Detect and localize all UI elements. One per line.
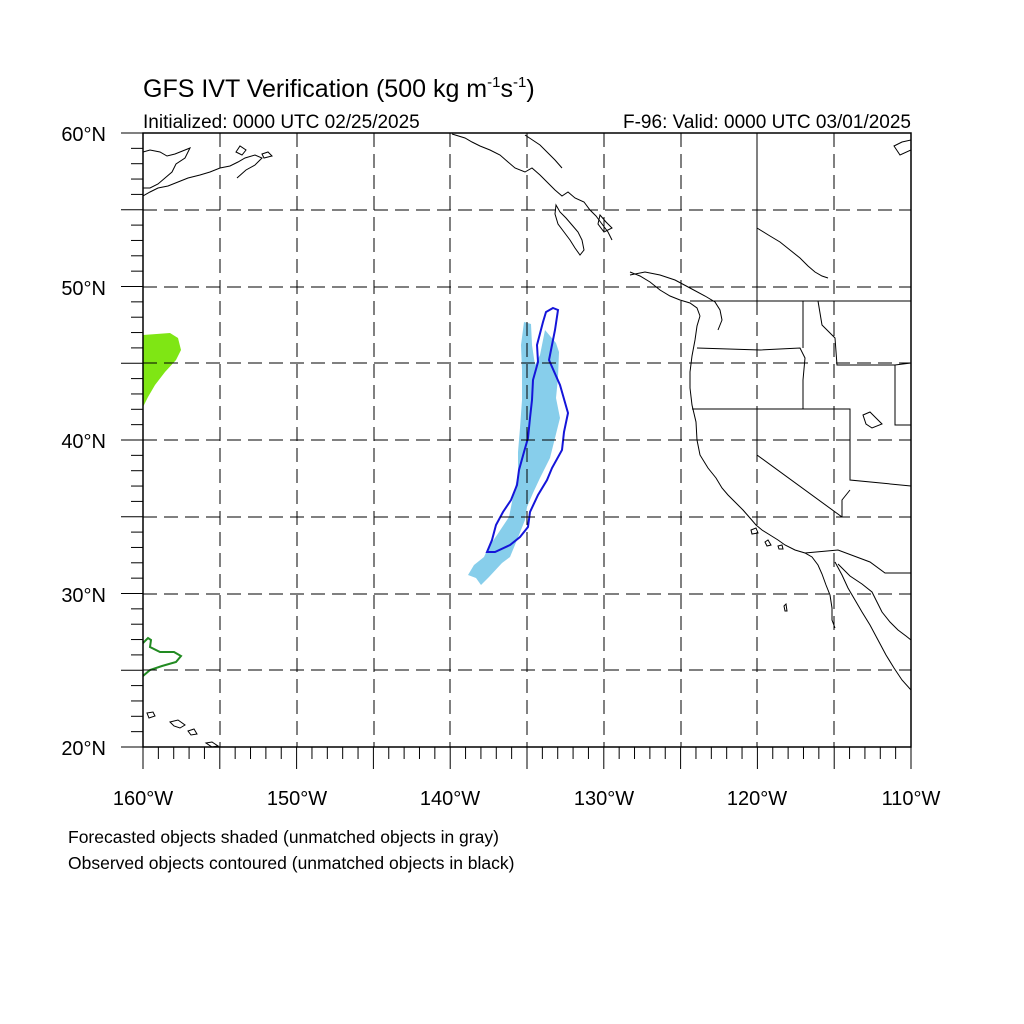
political-borders <box>690 133 911 574</box>
axis-ticks <box>121 132 912 769</box>
graticule <box>143 133 911 747</box>
observed-contour-blue <box>485 306 570 553</box>
coastlines <box>143 133 911 747</box>
latitude-labels: 60°N 50°N 40°N 30°N 20°N <box>61 124 106 760</box>
observed-contour-green <box>143 636 183 677</box>
valid-time-label: F-96: Valid: 0000 UTC 03/01/2025 <box>623 112 911 133</box>
lat-label-50: 50°N <box>61 278 106 300</box>
lon-label-160w: 160°W <box>113 788 173 810</box>
lat-label-60: 60°N <box>61 124 106 146</box>
map-title: GFS IVT Verification (500 kg m-1s-1) <box>143 74 535 103</box>
initialized-label: Initialized: 0000 UTC 02/25/2025 <box>143 112 420 133</box>
lon-label-150w: 150°W <box>267 788 327 810</box>
forecast-object-green <box>143 333 181 407</box>
lon-label-120w: 120°W <box>727 788 787 810</box>
lat-label-30: 30°N <box>61 585 106 607</box>
legend-forecast-caption: Forecasted objects shaded (unmatched obj… <box>68 827 499 847</box>
lon-label-110w: 110°W <box>882 788 941 810</box>
forecast-object-blue <box>468 322 560 585</box>
legend-observed-caption: Observed objects contoured (unmatched ob… <box>68 853 515 873</box>
lat-label-20: 20°N <box>61 738 106 760</box>
lon-label-130w: 130°W <box>574 788 634 810</box>
lon-label-140w: 140°W <box>420 788 480 810</box>
lat-label-40: 40°N <box>61 431 106 453</box>
longitude-labels: 160°W 150°W 140°W 130°W 120°W 110°W <box>113 788 941 810</box>
